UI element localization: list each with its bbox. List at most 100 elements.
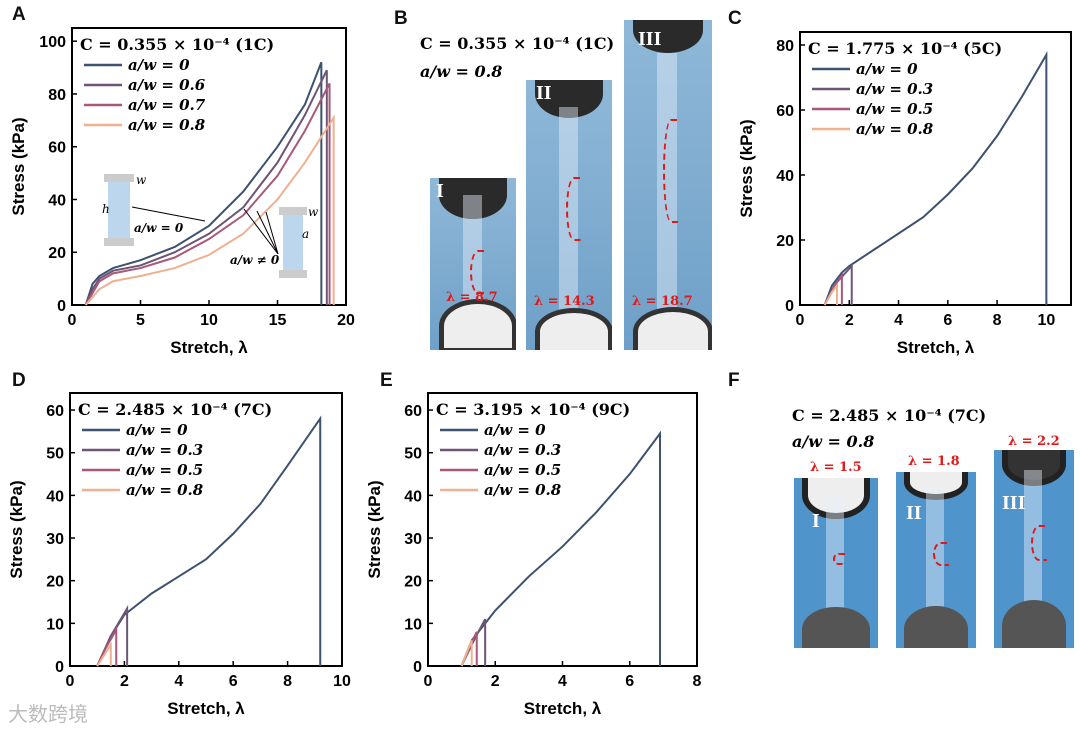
y-tick-label: 40 xyxy=(776,168,794,185)
panel-label-d: D xyxy=(12,370,26,391)
chart-title: C = 2.485 × 10⁻⁴ (7C) xyxy=(78,400,272,419)
x-tick-label: 10 xyxy=(1037,312,1055,329)
legend-label: a/w = 0.5 xyxy=(126,461,203,479)
y-tick-label: 80 xyxy=(776,38,794,55)
y-axis-label: Stress (kPa) xyxy=(737,119,756,217)
clamp xyxy=(279,207,307,215)
legend-label: a/w = 0.8 xyxy=(126,481,204,499)
x-tick-label: 8 xyxy=(283,673,292,690)
y-tick-label: 20 xyxy=(48,245,66,262)
annotation-label: w xyxy=(136,173,147,187)
legend-label: a/w = 0.7 xyxy=(128,96,206,114)
annotation-arrow xyxy=(131,206,206,222)
photo-f-frame-1: I xyxy=(794,478,878,648)
x-tick-label: 5 xyxy=(136,312,145,329)
frame-roman: I xyxy=(812,510,820,532)
legend-label: a/w = 0 xyxy=(484,421,546,439)
annotation-label: w xyxy=(308,205,319,219)
clamp xyxy=(104,238,134,246)
series-line-3 xyxy=(96,641,112,667)
y-tick-label: 30 xyxy=(404,531,422,548)
y-tick-label: 50 xyxy=(404,446,422,463)
y-axis-label: Stress (kPa) xyxy=(7,480,26,578)
y-tick-label: 0 xyxy=(57,298,66,315)
series-line-0 xyxy=(84,61,323,306)
x-tick-label: 10 xyxy=(333,673,351,690)
series-line-3 xyxy=(84,114,335,306)
specimen-intact xyxy=(108,182,130,240)
photo-b-subtitle: a/w = 0.8 xyxy=(420,62,503,81)
y-tick-label: 40 xyxy=(46,488,64,505)
y-tick-label: 20 xyxy=(404,574,422,591)
photo-f-subtitle: a/w = 0.8 xyxy=(792,432,875,451)
y-tick-label: 60 xyxy=(48,140,66,157)
legend-label: a/w = 0.6 xyxy=(128,76,206,94)
y-tick-label: 0 xyxy=(785,298,794,315)
clamp xyxy=(279,270,307,278)
photo-f-frame-2: II xyxy=(896,472,976,648)
x-tick-label: 2 xyxy=(491,673,500,690)
x-tick-label: 20 xyxy=(337,312,355,329)
x-axis-label: Stretch, λ xyxy=(524,699,602,718)
photo-b-frame-2: II λ = 14.3 xyxy=(526,80,612,350)
plot-frame xyxy=(71,27,347,306)
plot-frame xyxy=(799,31,1072,306)
frame-roman: II xyxy=(536,82,552,104)
y-tick-label: 0 xyxy=(413,659,422,676)
y-tick-label: 20 xyxy=(776,233,794,250)
series-line-0 xyxy=(823,51,1048,306)
series-line-2 xyxy=(96,625,118,667)
y-tick-label: 0 xyxy=(55,659,64,676)
panel-label-e: E xyxy=(380,370,393,391)
y-tick-label: 60 xyxy=(404,403,422,420)
annotation-arrow xyxy=(265,211,279,255)
x-tick-label: 2 xyxy=(845,312,854,329)
specimen-notched xyxy=(283,214,303,270)
frame-lambda: λ = 14.3 xyxy=(534,294,595,309)
chart-title: C = 1.775 × 10⁻⁴ (5C) xyxy=(808,39,1002,58)
annotation-label: a/w ≠ 0 xyxy=(230,253,280,267)
annotation-label: a/w = 0 xyxy=(134,221,184,235)
y-tick-label: 100 xyxy=(39,34,66,51)
photo-b-title: C = 0.355 × 10⁻⁴ (1C) xyxy=(420,34,615,53)
chart-title: C = 0.355 × 10⁻⁴ (1C) xyxy=(80,35,274,54)
frame-roman: III xyxy=(1002,492,1026,514)
y-axis-label: Stress (kPa) xyxy=(365,480,384,578)
annotation-arrow xyxy=(243,208,279,255)
annotation-arrow xyxy=(256,210,279,255)
photo-f-lambda-1: λ = 1.5 xyxy=(810,460,862,475)
x-axis-label: Stretch, λ xyxy=(167,699,245,718)
y-tick-label: 10 xyxy=(46,616,64,633)
x-tick-label: 10 xyxy=(200,312,218,329)
clamp xyxy=(104,174,134,182)
frame-roman: I xyxy=(436,180,444,202)
watermark: 大数跨境 xyxy=(8,704,88,726)
panel-label-f: F xyxy=(728,370,740,391)
x-tick-label: 0 xyxy=(68,312,77,329)
frame-roman: III xyxy=(638,28,662,50)
frame-lambda: λ = 8.7 xyxy=(446,290,498,305)
plot-frame xyxy=(427,392,698,667)
annotation-label: h xyxy=(102,202,110,216)
frame-roman: II xyxy=(906,502,922,524)
series-line-2 xyxy=(84,82,331,306)
x-tick-label: 6 xyxy=(943,312,952,329)
photo-f-frame-3: III xyxy=(994,450,1074,648)
y-axis-label: Stress (kPa) xyxy=(9,117,28,215)
x-tick-label: 4 xyxy=(894,312,903,329)
legend-label: a/w = 0.3 xyxy=(484,441,561,459)
photo-f-lambda-3: λ = 2.2 xyxy=(1008,434,1060,449)
y-tick-label: 60 xyxy=(776,103,794,120)
x-tick-label: 6 xyxy=(625,673,634,690)
y-tick-label: 40 xyxy=(48,192,66,209)
legend-label: a/w = 0.5 xyxy=(856,100,933,118)
x-tick-label: 4 xyxy=(174,673,183,690)
x-axis-label: Stretch, λ xyxy=(897,338,975,357)
legend-label: a/w = 0.3 xyxy=(126,441,203,459)
annotation-label: a xyxy=(302,227,309,241)
x-tick-label: 0 xyxy=(424,673,433,690)
y-tick-label: 60 xyxy=(46,403,64,420)
chart-title: C = 3.195 × 10⁻⁴ (9C) xyxy=(436,400,630,419)
y-tick-label: 50 xyxy=(46,446,64,463)
y-tick-label: 10 xyxy=(404,616,422,633)
